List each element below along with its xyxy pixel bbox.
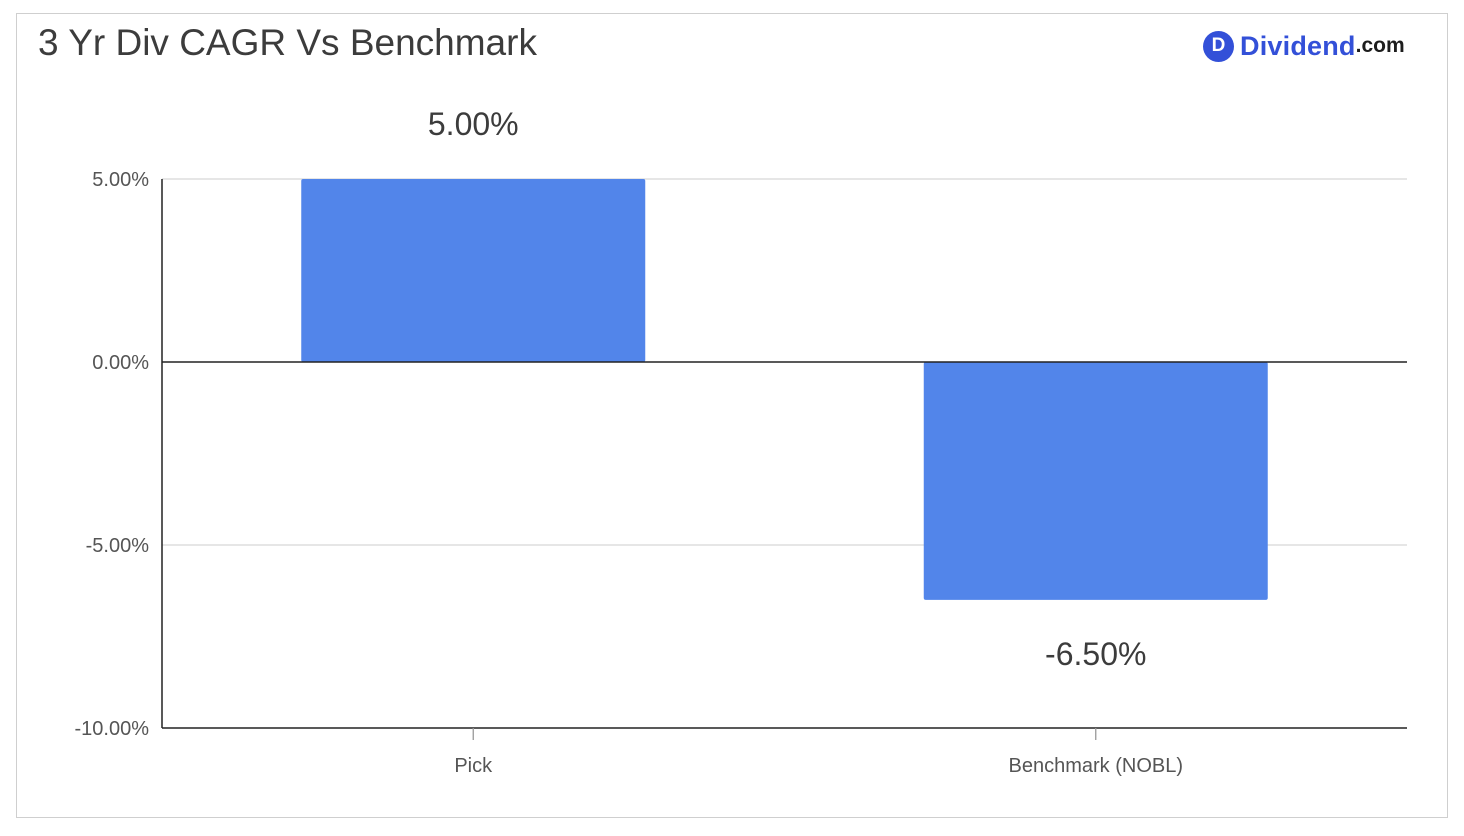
x-axis-ticks: Pick Benchmark (NOBL)	[454, 728, 1183, 777]
bar[interactable]	[301, 179, 646, 362]
data-label: -6.50%	[1045, 636, 1146, 672]
bar[interactable]	[923, 362, 1268, 600]
x-tick-label: Pick	[454, 755, 493, 777]
bars	[301, 179, 1268, 600]
data-label: 5.00%	[428, 106, 519, 142]
x-tick-label: Benchmark (NOBL)	[1009, 755, 1184, 777]
y-tick-label: 0.00%	[92, 352, 149, 374]
logo-name: Dividend	[1240, 30, 1356, 61]
data-labels: 5.00% -6.50%	[428, 106, 1147, 672]
y-tick-label: 5.00%	[92, 169, 149, 191]
dividend-logo-icon: D	[1203, 30, 1234, 62]
axes	[161, 179, 1407, 729]
y-tick-label: -5.00%	[86, 535, 150, 557]
logo-suffix: .com	[1355, 34, 1405, 57]
chart-title: 3 Yr Div CAGR Vs Benchmark	[38, 22, 537, 63]
y-axis-ticks: 5.00% 0.00% -5.00% -10.00%	[75, 169, 150, 740]
y-tick-label: -10.00%	[75, 718, 150, 740]
dividend-logo[interactable]: D Dividend .com	[1203, 30, 1405, 62]
